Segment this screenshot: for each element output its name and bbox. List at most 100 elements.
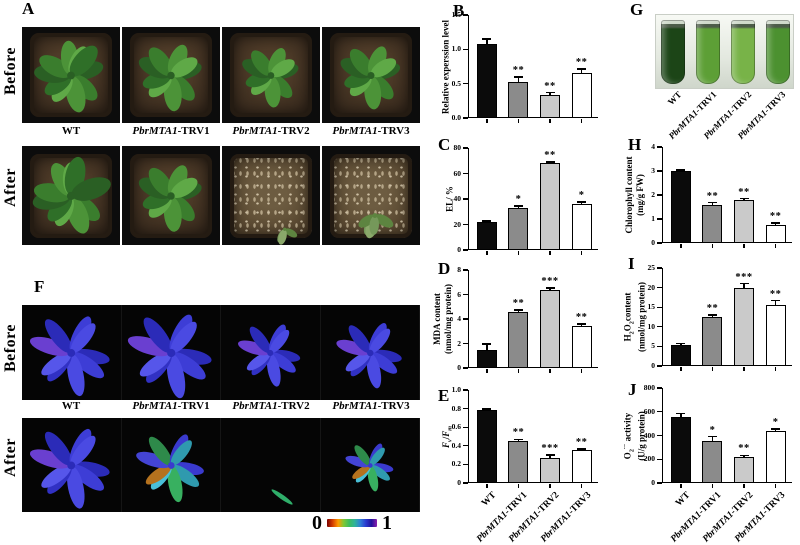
error-bar-cap bbox=[513, 438, 523, 441]
chart-j-o2-activity: J O2·− activity (U/g protein) 0 200 400 600 800… bbox=[622, 380, 800, 545]
leaf-cluster bbox=[135, 434, 204, 503]
fluorescence-image bbox=[22, 418, 122, 512]
bar bbox=[765, 431, 786, 483]
y-tick bbox=[657, 365, 662, 367]
bar bbox=[476, 221, 497, 250]
bar bbox=[734, 199, 755, 243]
significance-stars: ** bbox=[575, 57, 588, 69]
bar bbox=[476, 43, 497, 118]
y-tick-label: 8 bbox=[457, 265, 461, 274]
error-bar bbox=[774, 429, 777, 434]
bar bbox=[670, 171, 691, 243]
error-bar-cap bbox=[482, 343, 492, 345]
bar bbox=[571, 450, 592, 483]
bar bbox=[571, 72, 592, 118]
significance-stars: ** bbox=[738, 443, 750, 455]
y-tick-label: 0.6 bbox=[451, 422, 461, 432]
y-tick bbox=[657, 326, 662, 328]
x-tick bbox=[486, 484, 488, 488]
bar bbox=[702, 204, 723, 243]
y-tick bbox=[657, 170, 662, 172]
chart-d-mda-content: D MDA content (nmol/mg protein) 0 2 4 6 8 ** *** *… bbox=[430, 259, 622, 383]
plant-illustration bbox=[34, 40, 104, 113]
y-tick-label: 1 bbox=[651, 214, 655, 223]
y-tick-label: 1.5 bbox=[451, 10, 461, 19]
leaf-cluster bbox=[271, 489, 293, 505]
bar bbox=[702, 441, 723, 483]
plant-photo bbox=[222, 27, 320, 123]
panel-f-genotype-label: PbrMTA1-TRV1 bbox=[132, 400, 210, 412]
panel-d-letter: D bbox=[438, 259, 451, 278]
y-tick bbox=[463, 318, 468, 320]
bar bbox=[540, 163, 561, 250]
error-bar bbox=[743, 198, 745, 201]
y-tick bbox=[657, 306, 662, 308]
error-bar bbox=[549, 287, 551, 292]
leaf-cluster bbox=[29, 316, 110, 397]
chart-i-h2o2-content: I H2O2content (nmol/mg protein) 0 5 10 15 20 25 *… bbox=[622, 254, 800, 380]
y-tick bbox=[463, 269, 468, 271]
fluorescence-image bbox=[22, 305, 122, 400]
x-tick bbox=[549, 484, 551, 488]
x-tick bbox=[711, 484, 714, 488]
error-bar-cap bbox=[513, 309, 523, 311]
panel-a-after-photo-strip bbox=[22, 146, 420, 245]
error-bar-cap bbox=[739, 454, 749, 457]
y-tick-label: 80 bbox=[453, 143, 462, 152]
panel-a-letter: A bbox=[22, 0, 35, 18]
y-tick-label: 600 bbox=[643, 406, 655, 416]
panel-c-letter: C bbox=[438, 135, 451, 154]
error-bar-cap bbox=[545, 287, 555, 289]
panel-f-after-label: After bbox=[2, 438, 19, 477]
x-tick bbox=[549, 119, 551, 123]
error-bar bbox=[743, 283, 745, 292]
x-tick bbox=[680, 244, 682, 248]
leaf-cluster bbox=[127, 314, 212, 399]
error-bar-cap bbox=[577, 68, 587, 70]
panel-f-after-image-strip bbox=[22, 418, 420, 512]
x-tick bbox=[517, 484, 520, 488]
error-bar bbox=[517, 206, 520, 210]
significance-stars: ** bbox=[738, 186, 750, 198]
significance-stars: ** bbox=[575, 437, 588, 449]
y-tick-label: 1.0 bbox=[451, 385, 461, 394]
panel-e-letter: E bbox=[438, 386, 450, 405]
y-tick-label: 2 bbox=[651, 190, 655, 199]
y-tick-label: 200 bbox=[643, 454, 655, 464]
x-tick bbox=[517, 369, 520, 373]
panel-g-letter: G bbox=[630, 0, 644, 19]
bar bbox=[670, 344, 691, 366]
y-tick-label: 0.2 bbox=[451, 459, 461, 469]
chart-c-electrolyte-leakage: C EL/ % 0 20 40 60 80 * ** * bbox=[430, 133, 622, 259]
significance-stars: ** bbox=[512, 427, 525, 439]
y-tick bbox=[463, 463, 468, 466]
y-tick-label: 0.0 bbox=[451, 113, 461, 122]
y-tick bbox=[657, 482, 662, 484]
error-bar-cap bbox=[545, 161, 555, 163]
plant-illustration bbox=[242, 48, 299, 108]
bar bbox=[571, 326, 592, 368]
error-bar-cap bbox=[739, 282, 749, 285]
tube bbox=[765, 20, 790, 84]
y-tick-label: 0 bbox=[651, 478, 655, 487]
plant-illustration bbox=[138, 44, 202, 112]
error-bar-cap bbox=[545, 91, 555, 94]
y-tick-label: 25 bbox=[647, 263, 656, 272]
fluorescence-image bbox=[221, 305, 321, 400]
y-tick-label: 40 bbox=[453, 194, 462, 203]
colorbar-min-label: 0 bbox=[312, 512, 322, 534]
x-tick bbox=[743, 244, 745, 248]
y-tick bbox=[463, 249, 468, 251]
error-bar-cap bbox=[577, 201, 587, 203]
chart-b-relative-expression: B Relative experssion level 0.0 0.5 1.0 1.5 **… bbox=[430, 2, 622, 133]
plant-photo bbox=[22, 146, 120, 245]
y-tick bbox=[657, 242, 662, 244]
x-tick bbox=[680, 484, 682, 488]
plant-photo bbox=[222, 146, 320, 245]
y-tick bbox=[463, 389, 468, 391]
significance-stars: ** bbox=[769, 211, 782, 223]
panel-f-letter: F bbox=[34, 277, 45, 296]
error-bar-cap bbox=[676, 342, 686, 345]
error-bar bbox=[580, 69, 583, 77]
error-bar bbox=[680, 343, 682, 347]
